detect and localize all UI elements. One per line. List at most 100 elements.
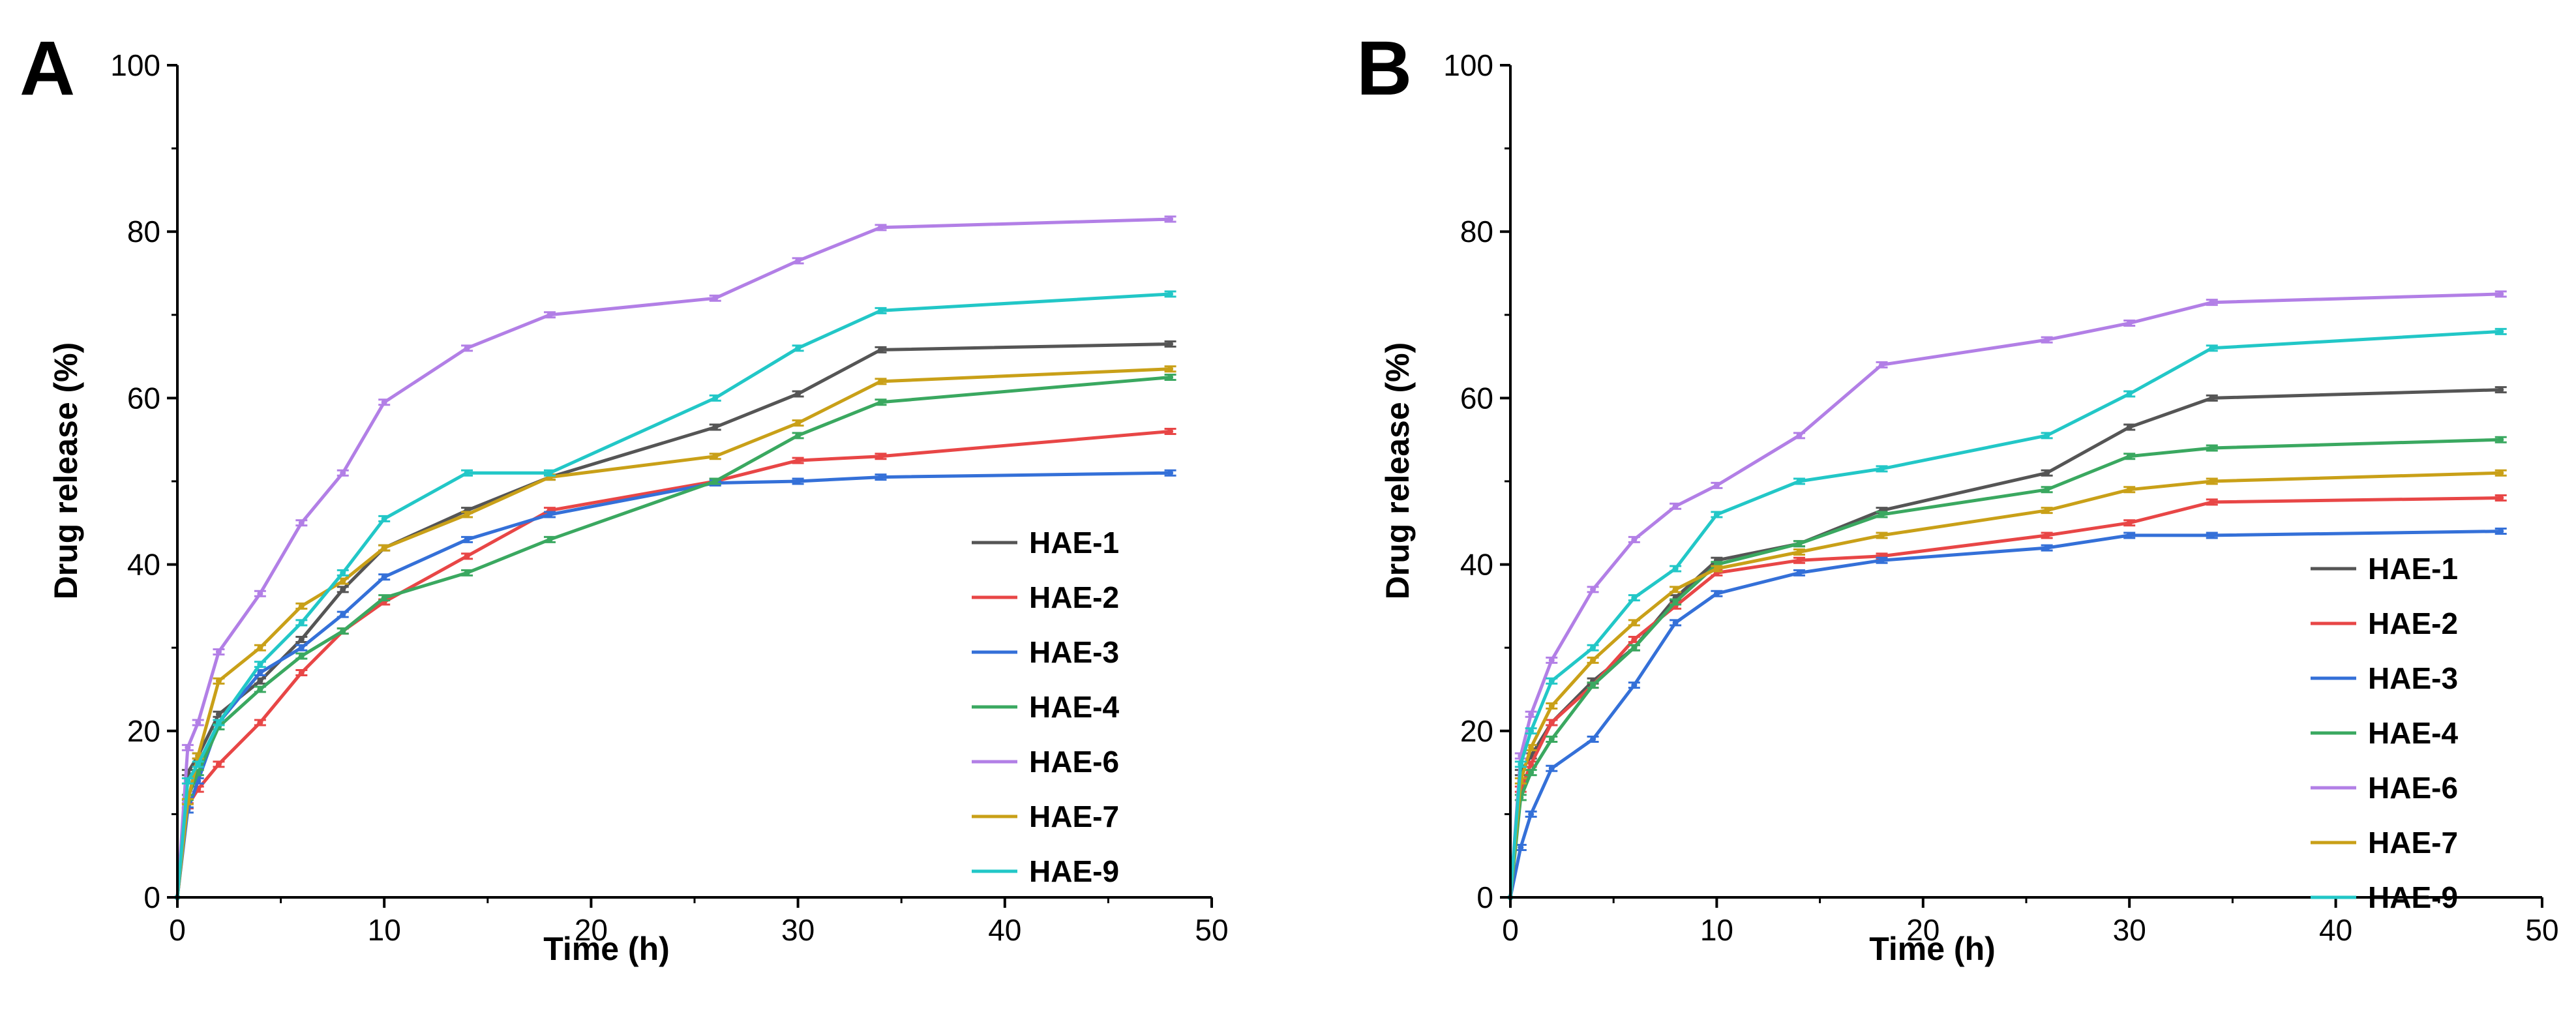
data-point: [1167, 374, 1174, 380]
data-point: [877, 474, 884, 481]
data-point: [195, 753, 202, 759]
legend-label-hae-7: HAE-7: [1029, 800, 1119, 833]
data-point: [547, 312, 553, 318]
data-point: [215, 711, 222, 717]
y-tick-label: 20: [127, 714, 160, 748]
data-point: [1713, 482, 1720, 488]
data-point: [298, 653, 305, 659]
data-point: [2126, 320, 2133, 327]
legend-label-hae-1: HAE-1: [1029, 526, 1119, 560]
data-point: [1713, 565, 1720, 572]
panel-b-letter: B: [1356, 25, 1412, 112]
data-point: [1548, 719, 1555, 726]
data-point: [2209, 395, 2215, 401]
data-point: [712, 453, 719, 460]
data-point: [1879, 466, 1885, 472]
data-point: [2209, 445, 2215, 451]
series-line: [1508, 438, 2501, 898]
data-point: [2044, 432, 2050, 439]
data-point: [340, 569, 346, 576]
data-point: [1590, 736, 1596, 743]
data-point: [2209, 478, 2215, 485]
data-point: [2498, 387, 2504, 393]
x-tick-label: 40: [2319, 913, 2352, 947]
series-line: [1508, 530, 2501, 898]
data-point: [1548, 736, 1555, 743]
data-point: [1631, 636, 1638, 642]
data-point: [1672, 503, 1679, 509]
panel-b: B Time (h) Drug release (%) 0 10 20 30 40 50 0…: [1356, 25, 2559, 967]
x-tick-label: 50: [2525, 913, 2558, 947]
data-point: [340, 628, 346, 635]
data-point: [464, 511, 470, 518]
data-point: [215, 719, 222, 726]
data-point: [1631, 595, 1638, 601]
panel-a: A Time (h) Drug release (%) 0 10 20 30 40 50 0…: [20, 25, 1229, 967]
data-point: [2498, 528, 2504, 535]
data-point: [1796, 548, 1803, 555]
data-point: [340, 470, 346, 476]
data-point: [1713, 511, 1720, 518]
data-point: [298, 636, 305, 642]
data-point: [877, 378, 884, 385]
legend-label-hae-4: HAE-4: [1029, 690, 1119, 724]
data-point: [257, 669, 263, 676]
data-point: [215, 761, 222, 768]
data-point: [1548, 657, 1555, 663]
data-point: [2498, 328, 2504, 335]
data-point: [1518, 844, 1524, 850]
data-point: [1672, 620, 1679, 626]
data-point: [1631, 536, 1638, 543]
data-point: [464, 569, 470, 576]
y-tick-label: 100: [110, 48, 160, 82]
x-tick-label: 40: [988, 913, 1021, 947]
data-point: [1528, 770, 1535, 776]
data-point: [1167, 366, 1174, 372]
x-tick-label: 0: [169, 913, 186, 947]
data-point: [257, 719, 263, 726]
data-point: [1672, 599, 1679, 605]
legend-label-hae-9: HAE-9: [1029, 854, 1119, 888]
data-point: [257, 686, 263, 693]
data-point: [2498, 291, 2504, 297]
data-point: [1879, 532, 1885, 539]
panel-b-series-hae-7: [1507, 469, 2507, 901]
legend-label-hae-6: HAE-6: [1029, 745, 1119, 779]
data-point: [215, 678, 222, 684]
data-point: [2044, 470, 2050, 476]
data-point: [185, 777, 191, 784]
y-tick-label: 40: [127, 548, 160, 582]
legend-label-hae-3: HAE-3: [2368, 661, 2458, 695]
data-point: [1672, 586, 1679, 593]
data-point: [257, 678, 263, 684]
y-tick-label: 60: [1460, 381, 1493, 415]
data-point: [2126, 520, 2133, 526]
panel-a-series-hae-4: [174, 374, 1176, 901]
data-point: [1167, 291, 1174, 297]
data-point: [795, 391, 801, 397]
data-point: [381, 399, 387, 406]
series-line: [1508, 329, 2501, 898]
legend-label-hae-1: HAE-1: [2368, 552, 2458, 586]
data-point: [877, 346, 884, 353]
data-point: [298, 644, 305, 651]
series-line: [175, 217, 1171, 898]
data-point: [547, 470, 553, 476]
series-line: [175, 292, 1171, 898]
y-tick-label: 80: [127, 215, 160, 248]
data-point: [2209, 299, 2215, 306]
data-point: [795, 420, 801, 427]
data-point: [340, 586, 346, 593]
data-point: [257, 590, 263, 597]
data-point: [1713, 590, 1720, 597]
x-tick-label: 20: [575, 913, 608, 947]
data-point: [1631, 644, 1638, 651]
data-point: [1548, 678, 1555, 684]
data-point: [877, 399, 884, 406]
panel-a-x-axis-title: Time (h): [543, 931, 670, 967]
data-point: [2498, 495, 2504, 502]
data-point: [2044, 532, 2050, 539]
data-point: [2126, 424, 2133, 430]
x-tick-label: 0: [1502, 913, 1519, 947]
